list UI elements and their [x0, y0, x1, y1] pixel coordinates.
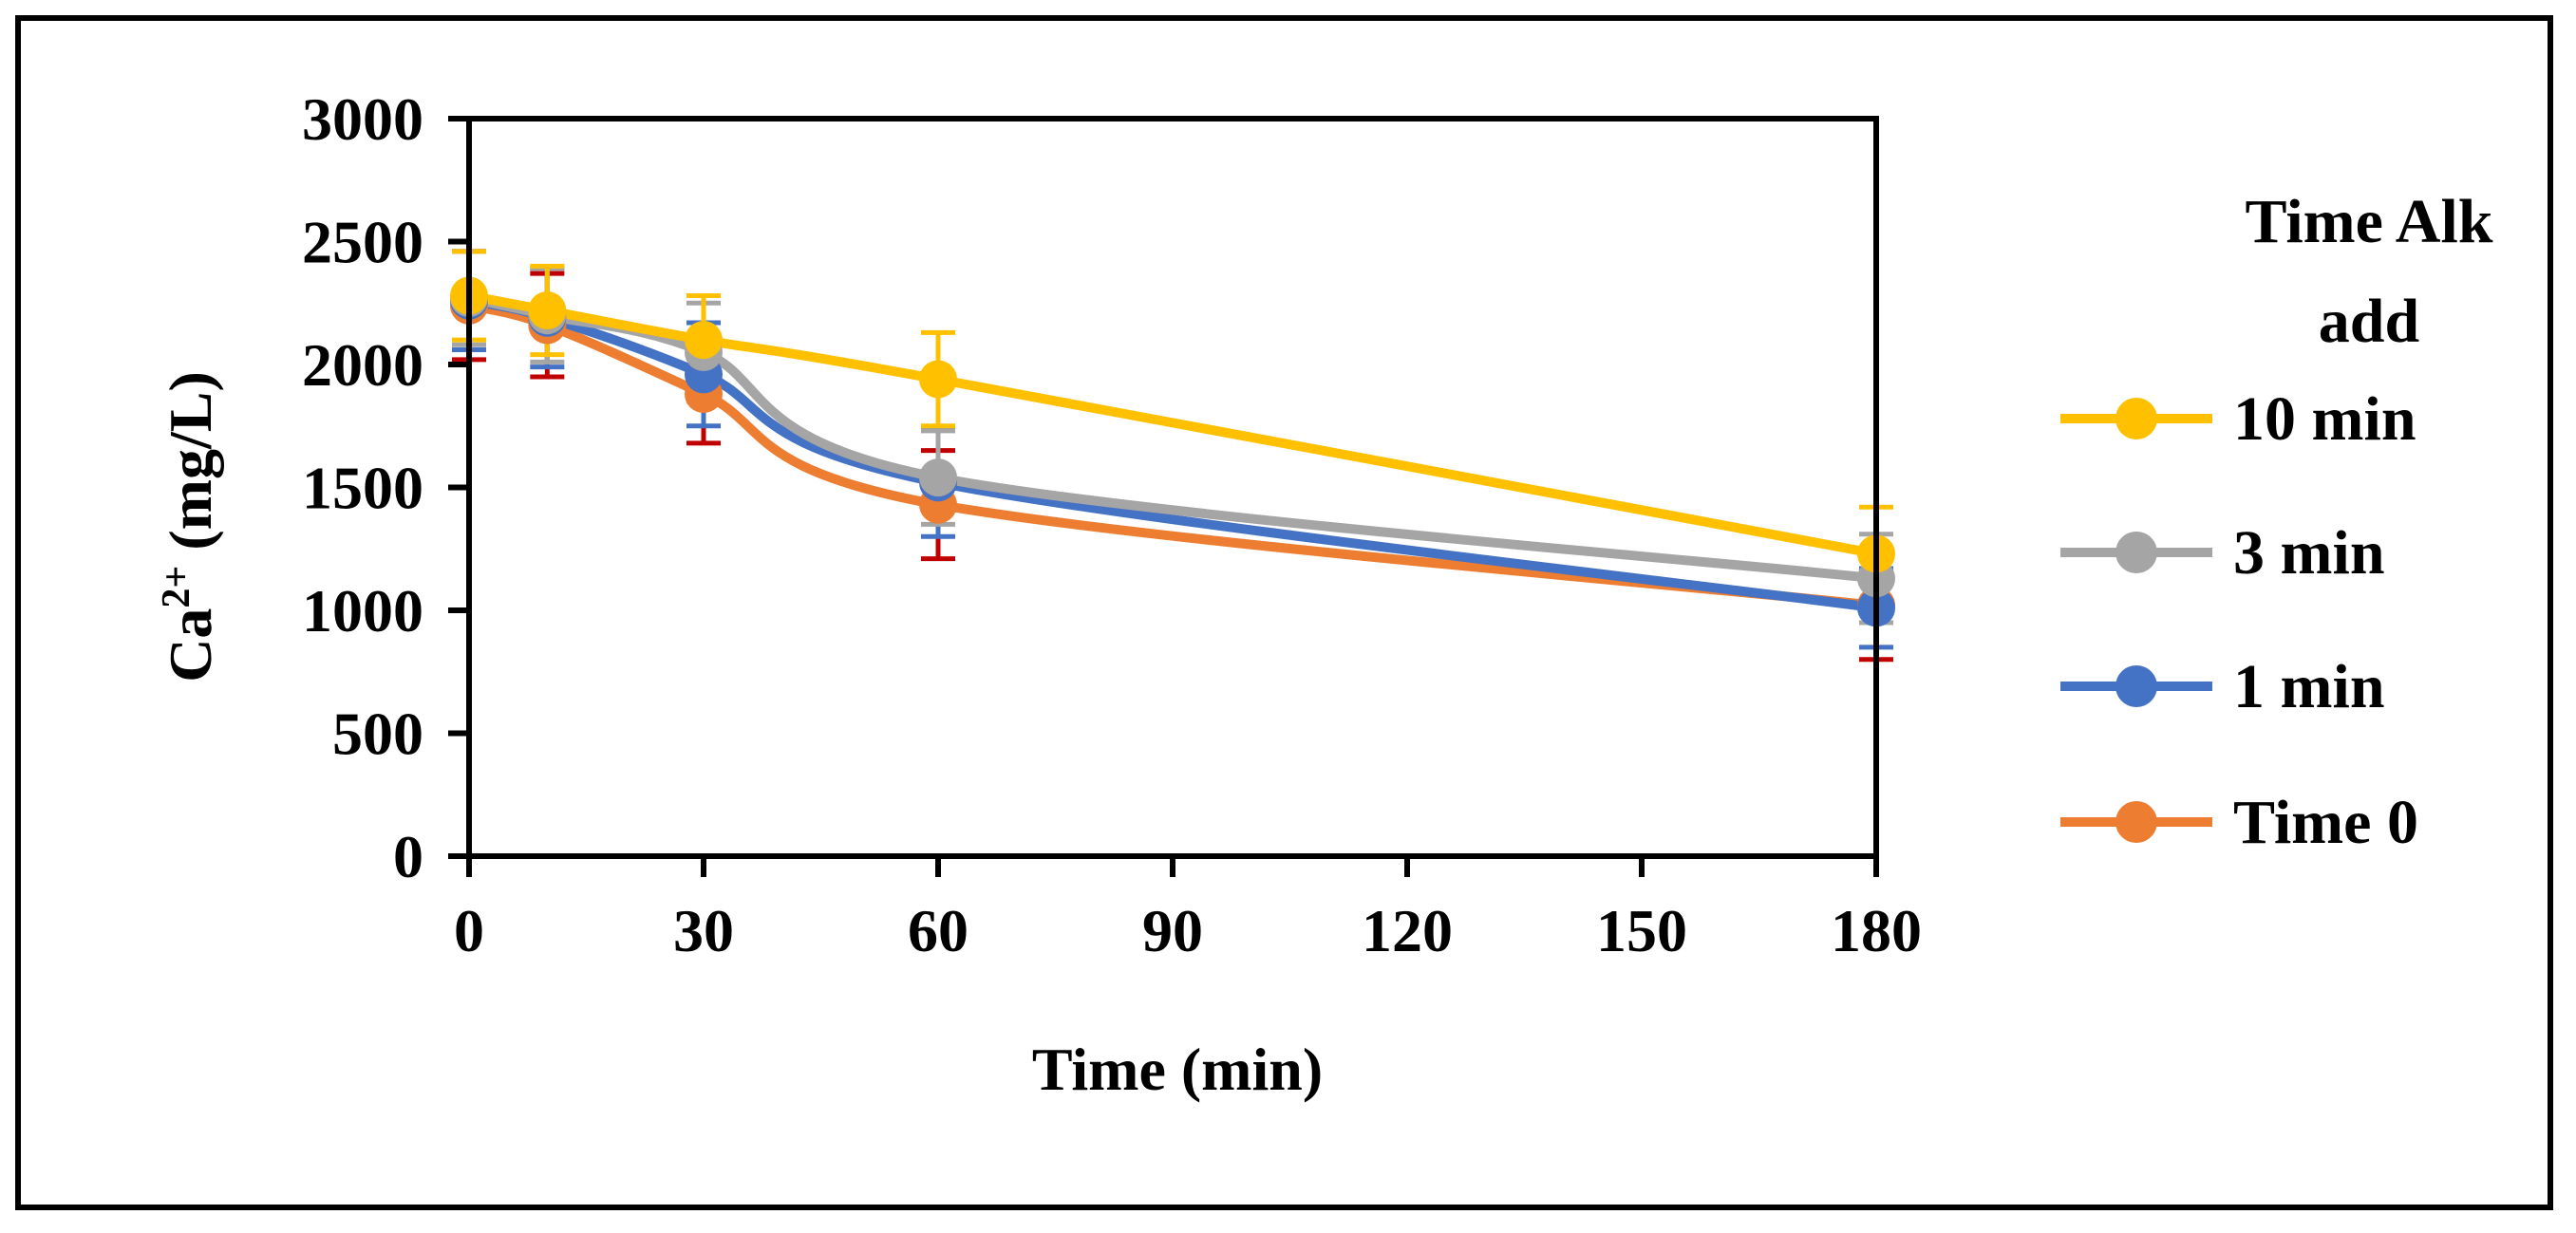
legend: Time Alk add 10 min 3 min 1 min Time 0 [2060, 187, 2493, 857]
axes [448, 116, 1879, 877]
chart-frame [15, 15, 2553, 1210]
x-tick-label: 60 [908, 897, 968, 964]
x-tick-label: 180 [1831, 897, 1922, 964]
y-tick-label: 2500 [302, 209, 423, 276]
legend-label: Time 0 [2233, 788, 2418, 857]
legend-label: 3 min [2233, 518, 2385, 588]
y-tick-label: 1000 [302, 577, 423, 645]
x-tick-label: 0 [454, 897, 484, 964]
legend-swatch-marker [2115, 801, 2157, 843]
y-tick-label: 2000 [302, 331, 423, 399]
y-tick-label: 3000 [302, 85, 423, 153]
data-point-10-min [528, 291, 567, 330]
x-tick-labels: 0 30 60 90 120 150 180 [454, 897, 1922, 964]
legend-item-1-min: 1 min [2060, 652, 2385, 721]
y-axis-label: Ca2+ (mg/L) [155, 371, 224, 682]
y-axis-label-unit: (mg/L) [157, 371, 224, 565]
y-axis-label-superscript: 2+ [155, 566, 198, 608]
x-tick-label: 30 [673, 897, 734, 964]
legend-item-3-min: 3 min [2060, 518, 2385, 588]
legend-title-line-1: Time Alk [2245, 187, 2492, 256]
data-point-10-min [685, 321, 723, 360]
x-axis-label: Time (min) [1032, 1036, 1323, 1103]
legend-item-time-0: Time 0 [2060, 788, 2418, 857]
y-tick-label: 1500 [302, 455, 423, 522]
x-tick-label: 150 [1596, 897, 1687, 964]
y-tick-labels: 0 500 1000 1500 2000 2500 3000 [302, 85, 423, 890]
x-tick-label: 90 [1142, 897, 1203, 964]
y-tick-label: 0 [393, 823, 423, 890]
legend-title-line-2: add [2319, 287, 2419, 356]
data-point-10-min [919, 360, 957, 399]
y-axis-label-base: Ca [157, 608, 224, 682]
x-tick-label: 120 [1362, 897, 1453, 964]
legend-swatch-marker [2115, 398, 2157, 439]
y-tick-label: 500 [332, 701, 423, 768]
legend-item-10-min: 10 min [2060, 384, 2416, 454]
legend-label: 1 min [2233, 652, 2385, 721]
data-point-3-min [919, 458, 957, 497]
error-bars [452, 249, 1893, 663]
plot-area-border [466, 116, 1879, 859]
legend-swatch-marker [2115, 532, 2157, 573]
series-lines [464, 290, 1881, 613]
legend-swatch-marker [2115, 665, 2157, 707]
legend-label: 10 min [2233, 384, 2416, 454]
